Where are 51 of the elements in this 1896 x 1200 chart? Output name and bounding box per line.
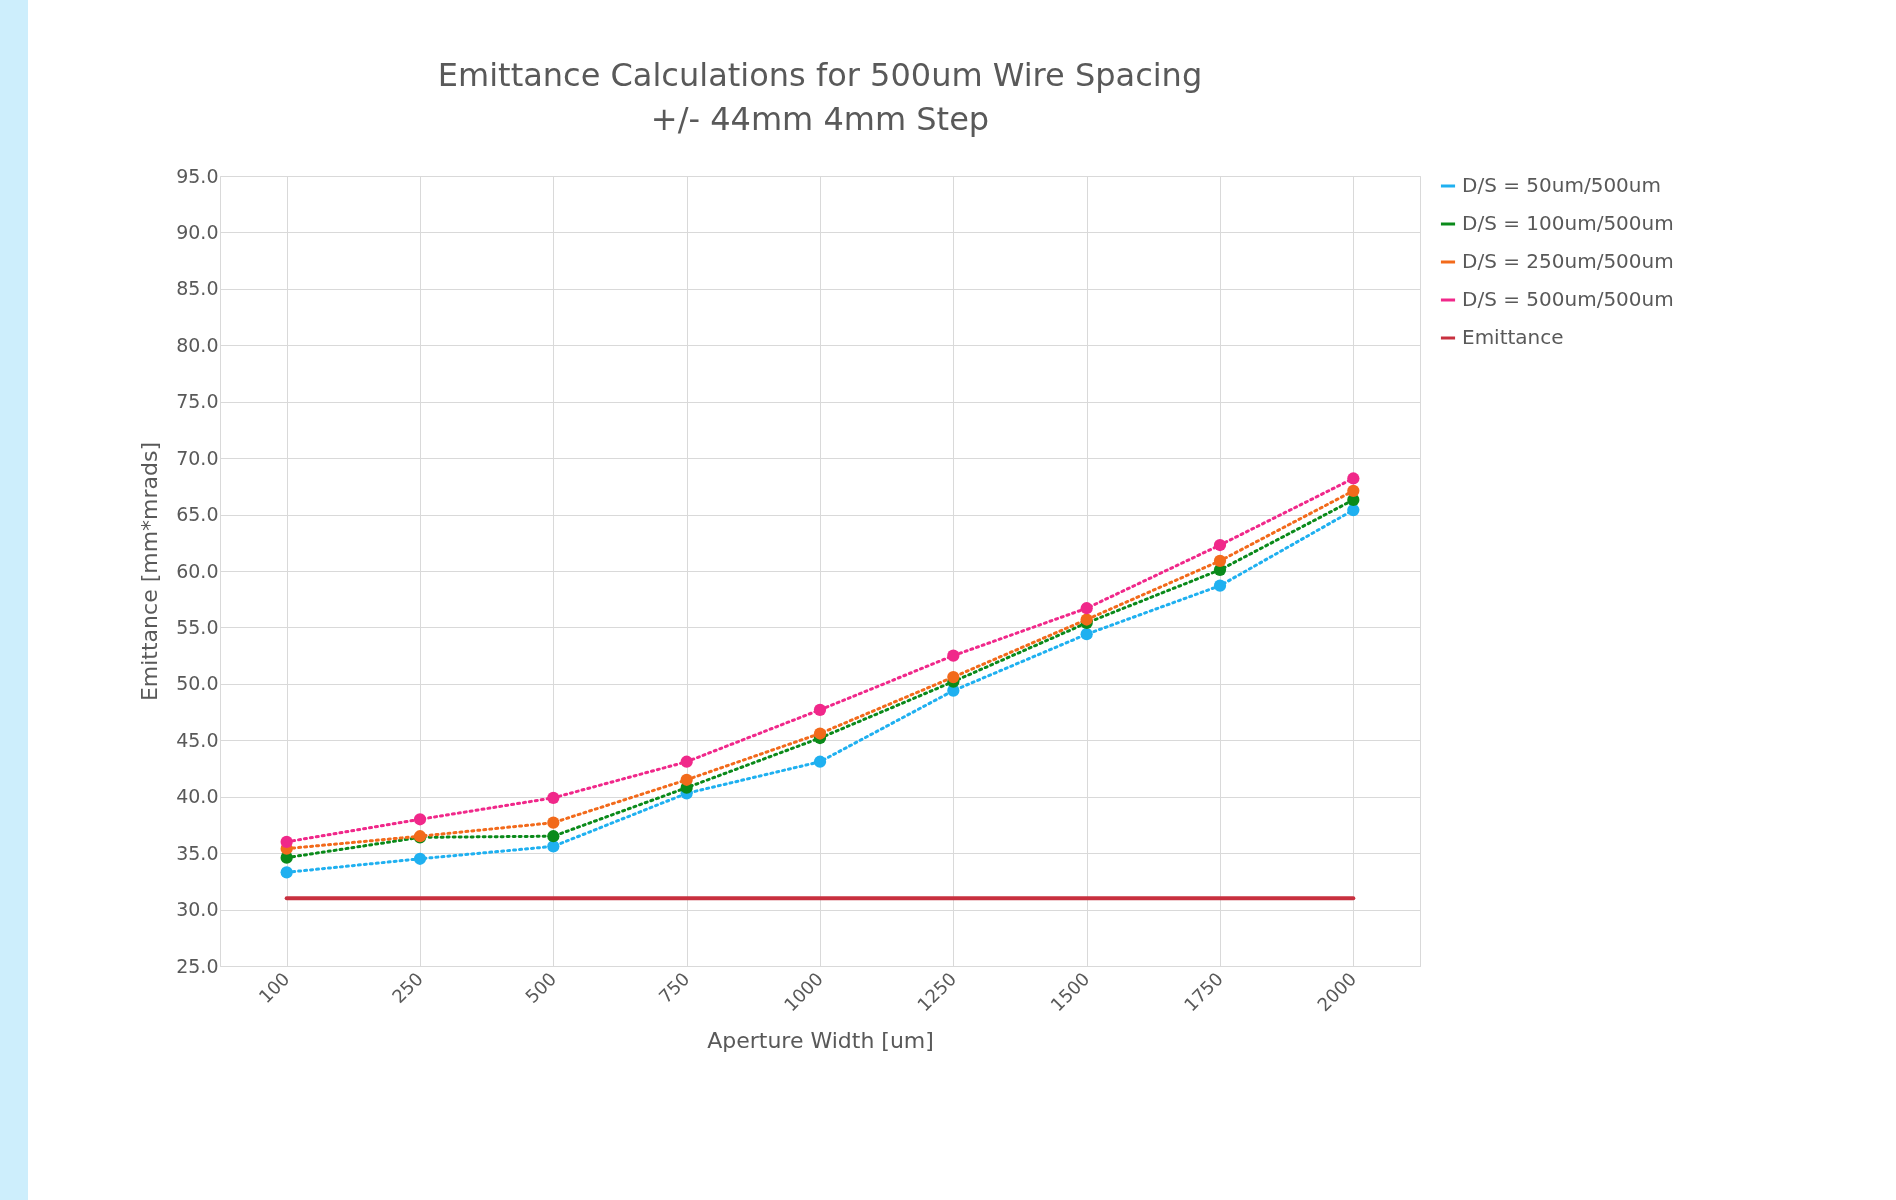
point: [547, 830, 560, 843]
point: [1080, 602, 1093, 615]
legend-label: D/S = 50um/500um: [1462, 173, 1661, 197]
point: [413, 813, 427, 826]
x-tick-label: 250: [387, 968, 427, 1008]
y-tick-label: 60.0: [176, 559, 219, 582]
y-tick-label: 75.0: [176, 390, 219, 413]
point: [1080, 613, 1093, 626]
point: [1347, 472, 1360, 485]
y-tick-label: 35.0: [176, 841, 219, 864]
y-tick-label: 85.0: [176, 277, 219, 300]
x-tick-label: 500: [521, 968, 561, 1008]
y-tick-label: 80.0: [176, 333, 219, 356]
y-tick-label: 55.0: [176, 615, 219, 638]
point: [813, 727, 827, 740]
y-tick-label: 40.0: [176, 785, 219, 808]
x-axis-title: Aperture Width [um]: [707, 1028, 934, 1054]
point: [547, 791, 560, 804]
point: [1080, 628, 1093, 641]
point: [1213, 538, 1227, 552]
point: [680, 755, 693, 768]
y-axis-title: Emittance [mm*mrads]: [137, 441, 163, 702]
chart-title: Emittance Calculations for 500um Wire Spacing: [437, 56, 1203, 94]
point: [413, 852, 427, 865]
y-tick-label: 95.0: [176, 164, 219, 187]
point: [680, 773, 693, 786]
point: [813, 755, 827, 768]
chart-subtitle: +/- 44mm 4mm Step: [650, 100, 990, 138]
y-tick-label: 65.0: [176, 503, 219, 526]
point: [1213, 554, 1227, 567]
point: [1213, 579, 1227, 592]
point: [280, 866, 293, 879]
y-tick-label: 50.0: [176, 672, 219, 695]
point: [947, 670, 960, 684]
point: [1347, 503, 1360, 517]
y-tick-label: 45.0: [176, 728, 219, 751]
y-tick-label: 70.0: [176, 446, 219, 469]
legend-label: D/S = 100um/500um: [1462, 211, 1674, 235]
y-tick-label: 90.0: [176, 220, 219, 243]
point: [547, 816, 560, 829]
y-tick-label: 25.0: [176, 954, 219, 977]
x-tick-label: 100: [254, 968, 294, 1008]
legend-label: Emittance: [1462, 325, 1564, 349]
y-tick-label: 30.0: [176, 898, 219, 921]
x-tick-label: 750: [654, 968, 694, 1008]
legend-label: D/S = 500um/500um: [1462, 287, 1674, 311]
legend-label: D/S = 250um/500um: [1462, 249, 1674, 273]
point: [947, 649, 960, 662]
point: [280, 835, 293, 848]
point: [1347, 484, 1360, 497]
point: [813, 703, 827, 716]
